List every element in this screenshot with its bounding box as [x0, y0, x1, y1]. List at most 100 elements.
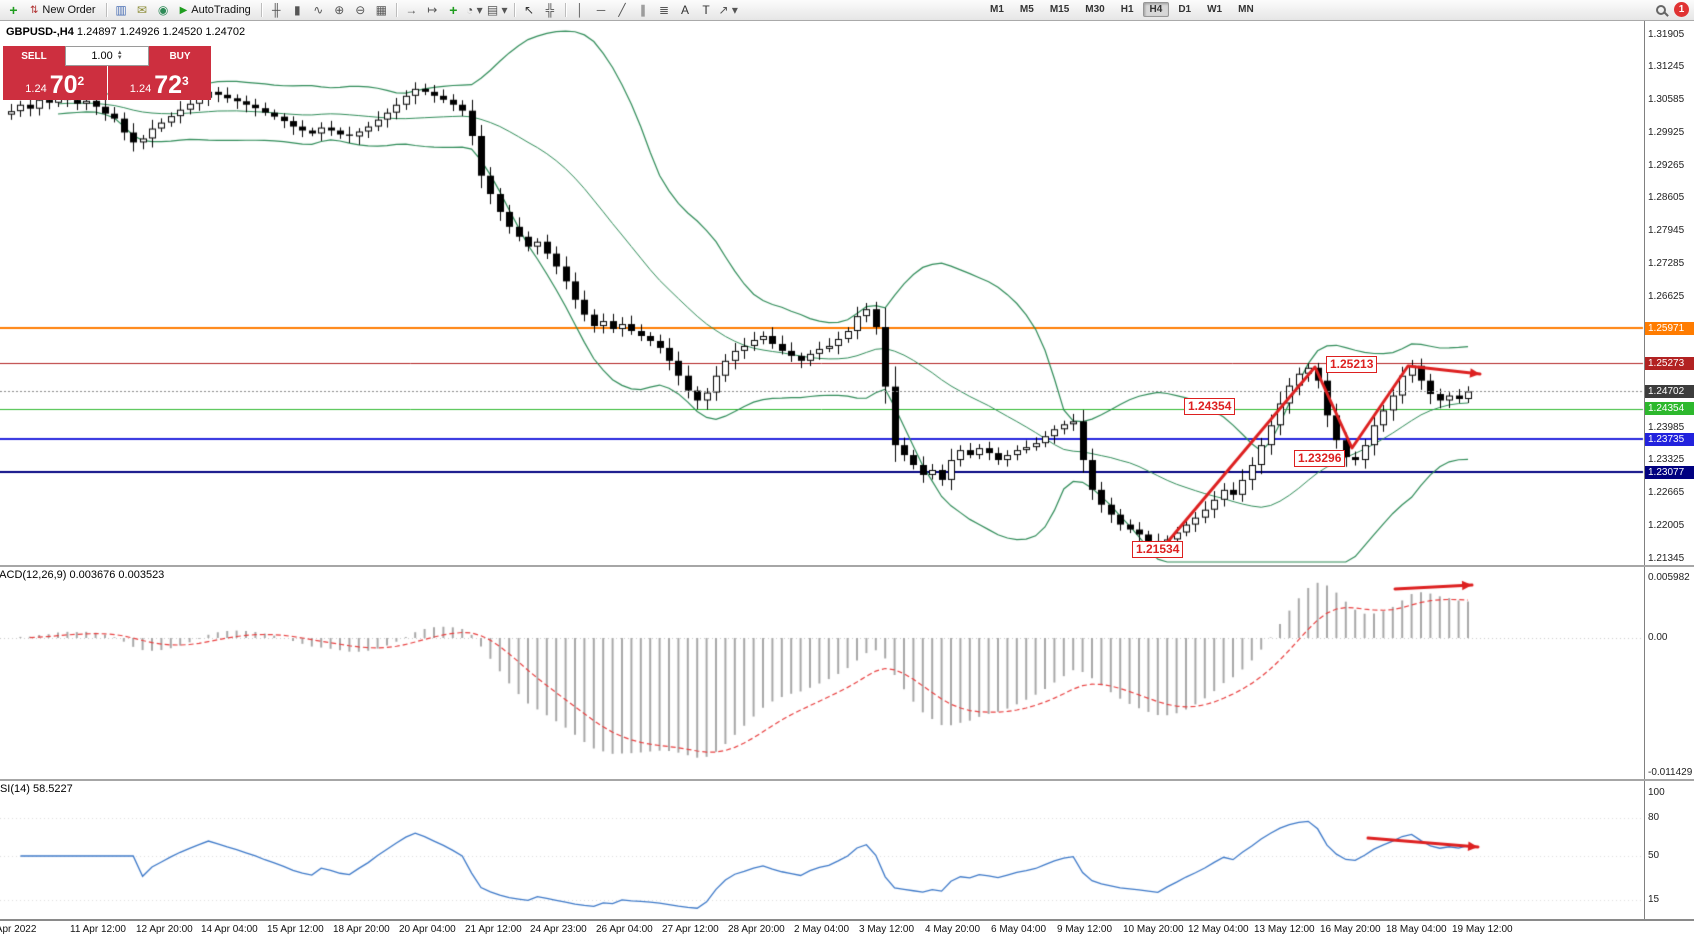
bar-chart-icon[interactable]: ╫: [272, 3, 281, 17]
time-label: 12 May 04:00: [1188, 924, 1249, 935]
candlestick-chart-icon[interactable]: ▮: [294, 3, 301, 17]
time-label: 4 May 20:00: [925, 924, 981, 935]
periods-icon[interactable]: ◔ ▾: [466, 3, 483, 17]
time-label: 3 May 12:00: [859, 924, 915, 935]
one-click-trade-panel: SELL 1.00 ▲ ▼ BUY 1.24 70 2 1.24 72 3: [3, 46, 211, 100]
time-label: 14 Apr 04:00: [201, 924, 258, 935]
crosshair-icon[interactable]: ╬: [545, 3, 555, 17]
macd-scale-label: 0.00: [1648, 632, 1668, 643]
chart-header: GBPUSD-,H4 1.24897 1.24926 1.24520 1.247…: [6, 26, 245, 38]
sell-price-pip: 2: [77, 74, 85, 88]
time-axis[interactable]: 8 Apr 2022 11 Apr 12:00 12 Apr 20:00 14 Apr…: [0, 921, 1644, 940]
toolbar-separator: [105, 3, 107, 17]
price-scale-label: 1.21345: [1648, 553, 1685, 564]
toolbar-right: 1: [1656, 2, 1689, 17]
new-order-button[interactable]: ⇅ New Order: [24, 2, 102, 19]
price-scale[interactable]: 1.31905 1.31245 1.30585 1.29925 1.29265 1.286…: [1644, 21, 1694, 920]
time-label: 24 Apr 23:00: [530, 924, 587, 935]
buy-price-button[interactable]: 1.24 72 3: [107, 66, 211, 100]
rsi-panel-separator[interactable]: [0, 779, 1694, 781]
hline-price-label: 1.23077: [1645, 466, 1694, 479]
mail-icon[interactable]: ✉: [137, 3, 148, 17]
cursor-icon[interactable]: ↖: [523, 3, 535, 17]
price-scale-label: 1.27945: [1648, 225, 1685, 236]
arrows-icon[interactable]: ↗ ▾: [718, 3, 738, 17]
buy-price-pip: 3: [182, 74, 189, 88]
zoom-out-icon[interactable]: ⊖: [355, 3, 366, 17]
rsi-indicator-label: RSI(14) 58.5227: [0, 783, 73, 795]
timeframe-d1[interactable]: D1: [1178, 4, 1192, 15]
volume-spinner[interactable]: ▲ ▼: [116, 50, 123, 61]
volume-value: 1.00: [91, 50, 113, 62]
timeframe-h1[interactable]: H1: [1120, 4, 1134, 15]
timeframe-toolbar: M1 M5 M15 M30 H1 H4 D1 W1 MN: [982, 2, 1262, 17]
new-order-icon: ⇅: [30, 4, 39, 16]
timeframe-h4[interactable]: H4: [1142, 2, 1170, 17]
horizontal-line-icon[interactable]: ─: [596, 3, 606, 17]
buy-button[interactable]: BUY: [149, 46, 211, 66]
indicators-icon[interactable]: +: [449, 2, 458, 18]
price-scale-label: 1.30585: [1648, 94, 1685, 105]
toolbar-separator: [513, 3, 515, 17]
auto-scroll-icon[interactable]: →: [405, 3, 418, 17]
text-icon[interactable]: A: [681, 3, 690, 17]
fibonacci-icon[interactable]: ≣: [658, 3, 670, 17]
buy-price-big: 72: [154, 71, 183, 99]
time-label: 21 Apr 12:00: [465, 924, 522, 935]
time-label: 27 Apr 12:00: [662, 924, 719, 935]
new-chart-icon[interactable]: +: [9, 2, 18, 18]
macd-values: 0.003676 0.003523: [69, 569, 165, 581]
zoom-in-icon[interactable]: ⊕: [334, 3, 345, 17]
time-label: 20 Apr 04:00: [399, 924, 456, 935]
macd-panel-separator[interactable]: [0, 565, 1694, 567]
label-icon[interactable]: T: [702, 3, 710, 17]
charts-profile-icon[interactable]: ▥: [115, 3, 127, 17]
timeframe-mn[interactable]: MN: [1238, 4, 1254, 15]
time-label: 13 May 12:00: [1254, 924, 1315, 935]
volume-down-icon[interactable]: ▼: [116, 55, 123, 61]
price-annotation[interactable]: 1.24354: [1184, 398, 1236, 415]
sell-button[interactable]: SELL: [3, 46, 65, 66]
timeframe-m15[interactable]: M15: [1049, 4, 1070, 15]
timeframe-m5[interactable]: M5: [1019, 4, 1034, 15]
time-label: 19 May 12:00: [1452, 924, 1513, 935]
channel-icon[interactable]: ∥: [640, 3, 647, 17]
price-annotation[interactable]: 1.23296: [1294, 450, 1346, 467]
tile-windows-icon[interactable]: ▦: [375, 3, 387, 17]
search-icon[interactable]: [1656, 4, 1666, 15]
time-axis-separator: [0, 919, 1694, 921]
line-chart-icon[interactable]: ∿: [313, 3, 324, 17]
timeframe-m30[interactable]: M30: [1085, 4, 1105, 15]
time-label: 6 May 04:00: [991, 924, 1047, 935]
toolbar-separator: [260, 3, 262, 17]
volume-up-icon[interactable]: ▲: [116, 50, 123, 56]
time-label: 26 Apr 04:00: [596, 924, 653, 935]
autotrading-label: AutoTrading: [191, 4, 251, 16]
price-annotation[interactable]: 1.25213: [1326, 356, 1378, 373]
macd-scale-label: -0.011429: [1648, 767, 1693, 778]
macd-title: MACD(12,26,9): [0, 569, 67, 581]
autotrading-button[interactable]: ▶ AutoTrading: [174, 2, 257, 19]
notifications-badge[interactable]: 1: [1674, 2, 1689, 17]
chart-shift-icon[interactable]: ↦: [427, 3, 438, 17]
time-label: 18 Apr 20:00: [333, 924, 390, 935]
community-icon[interactable]: ◉: [157, 3, 169, 17]
rsi-scale-label: 50: [1648, 850, 1660, 861]
price-scale-label: 1.28605: [1648, 192, 1685, 203]
timeframe-w1[interactable]: W1: [1207, 4, 1223, 15]
volume-input[interactable]: 1.00 ▲ ▼: [65, 46, 149, 66]
macd-indicator-label: MACD(12,26,9) 0.003676 0.003523: [0, 569, 164, 581]
price-scale-label: 1.22005: [1648, 520, 1685, 531]
time-label: 8 Apr 2022: [0, 924, 37, 935]
timeframe-m1[interactable]: M1: [990, 4, 1004, 15]
templates-icon[interactable]: ▤ ▾: [486, 3, 508, 17]
vertical-line-icon[interactable]: │: [576, 3, 584, 17]
toolbar: M1 M5 M15 M30 H1 H4 D1 W1 MN 1 + ⇅ New Order ▥ ✉ ◉ ▶ Au…: [0, 0, 1694, 21]
trendline-icon[interactable]: ╱: [618, 3, 626, 17]
price-scale-label: 1.29925: [1648, 127, 1685, 138]
price-annotation[interactable]: 1.21534: [1132, 541, 1184, 558]
sell-price-button[interactable]: 1.24 70 2: [3, 66, 107, 100]
time-label: 18 May 04:00: [1386, 924, 1447, 935]
